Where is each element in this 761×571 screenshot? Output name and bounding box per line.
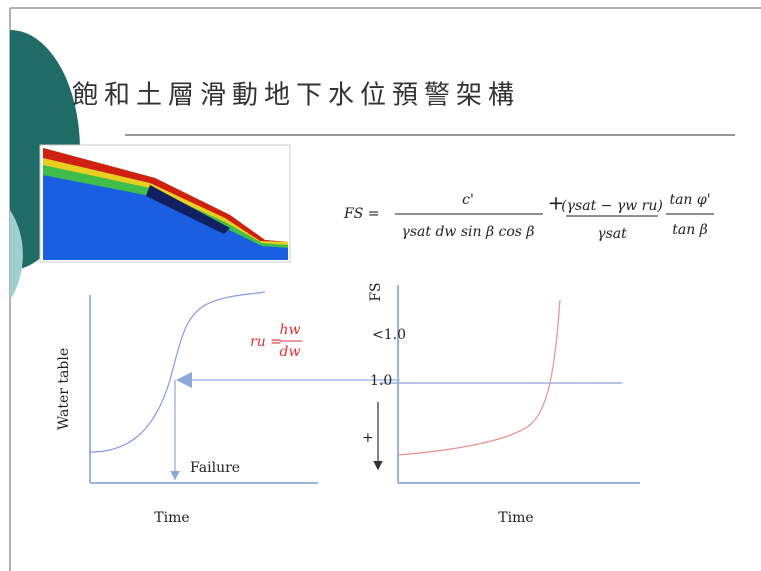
formula-plus: + bbox=[548, 191, 565, 215]
formula-num: c' bbox=[462, 192, 474, 208]
decor-circle-light bbox=[10, 210, 23, 300]
failure-label: Failure bbox=[190, 460, 240, 476]
water-table-curve bbox=[89, 291, 266, 453]
formula-num: tan φ' bbox=[669, 192, 710, 208]
formula-num: (γsat − γw ru) bbox=[561, 198, 663, 214]
left-chart: Water table Failure Time ru = hw dw bbox=[56, 291, 400, 526]
formula-den: γsat bbox=[597, 226, 627, 242]
formula-lhs: FS = bbox=[343, 206, 380, 222]
slide-title: 飽和土層滑動地下水位預警架構 bbox=[72, 81, 520, 111]
ru-num: hw bbox=[280, 322, 301, 338]
ru-lhs: ru = bbox=[250, 334, 282, 350]
formula: FS = c' γsat dw sin β cos β + (γsat − γw… bbox=[343, 191, 714, 242]
slope-image bbox=[39, 144, 291, 263]
x-axis-label: Time bbox=[498, 510, 533, 526]
y-axis-label: Water table bbox=[56, 348, 72, 430]
tick-label: <1.0 bbox=[372, 327, 406, 343]
formula-den: tan β bbox=[672, 222, 708, 238]
tick-label: 1.0 bbox=[370, 373, 392, 389]
formula-den: γsat dw sin β cos β bbox=[401, 224, 534, 240]
x-axis-label: Time bbox=[154, 510, 189, 526]
sign-label: + bbox=[362, 430, 374, 446]
ru-den: dw bbox=[280, 344, 301, 360]
right-chart: FS <1.0 1.0 + Time bbox=[362, 282, 640, 526]
y-axis-label: FS bbox=[368, 282, 384, 301]
fs-curve bbox=[397, 299, 561, 456]
